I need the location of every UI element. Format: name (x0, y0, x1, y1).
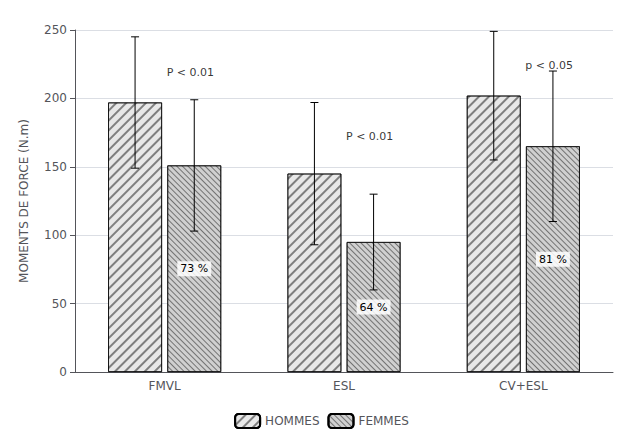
svg-text:P < 0.01: P < 0.01 (346, 130, 393, 143)
svg-text:ESL: ESL (333, 379, 355, 393)
svg-text:50: 50 (52, 297, 67, 311)
svg-text:81 %: 81 % (539, 253, 567, 266)
svg-text:HOMMES: HOMMES (265, 414, 319, 428)
svg-text:FEMMES: FEMMES (358, 414, 408, 428)
svg-text:100: 100 (44, 228, 67, 242)
svg-text:64 %: 64 % (360, 301, 388, 314)
svg-text:250: 250 (44, 23, 67, 37)
svg-text:73 %: 73 % (180, 262, 208, 275)
svg-text:p < 0.05: p < 0.05 (525, 59, 573, 72)
svg-text:FMVL: FMVL (149, 379, 181, 393)
svg-text:200: 200 (44, 91, 67, 105)
svg-text:CV+ESL: CV+ESL (499, 379, 548, 393)
svg-text:P < 0.01: P < 0.01 (167, 66, 214, 79)
svg-text:MOMENTS DE FORCE (N.m): MOMENTS DE FORCE (N.m) (17, 119, 31, 283)
svg-text:0: 0 (59, 365, 67, 379)
svg-text:150: 150 (44, 160, 67, 174)
